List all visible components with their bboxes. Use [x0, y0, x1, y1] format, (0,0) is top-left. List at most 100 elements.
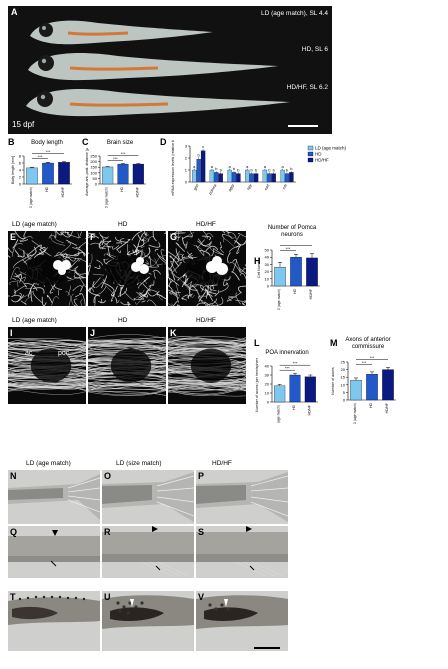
fiber [19, 236, 33, 243]
panel-r-image [102, 526, 194, 578]
fiber [89, 287, 94, 292]
fiber [103, 253, 116, 258]
scale-bar [288, 125, 318, 127]
fiber [95, 279, 104, 289]
panel-m-title: Axons of anterior commissure [345, 337, 391, 350]
arrow-icon [155, 565, 161, 571]
fiber [20, 300, 27, 305]
fiber [115, 236, 129, 243]
fiber [238, 267, 246, 274]
fiber [26, 246, 37, 257]
fiber [172, 300, 179, 306]
panel-a-age: 15 dpf [12, 120, 35, 129]
fiber [116, 248, 121, 254]
fiber [101, 245, 113, 248]
panel-d-letter: D [160, 137, 167, 147]
legend-swatch [307, 151, 314, 157]
panel-u-letter: U [104, 592, 111, 602]
fiber [101, 298, 107, 304]
fiber [136, 291, 145, 300]
bottom-header-ld-age: LD (age match) [26, 460, 71, 467]
panel-o-letter: O [104, 471, 112, 481]
panel-k-image [168, 327, 246, 404]
y-tick-label: 0 [343, 398, 346, 403]
panel-h-title: Number of Pomca neurons [267, 225, 317, 238]
axon [8, 348, 86, 355]
fiber [126, 249, 140, 255]
fiber [38, 248, 44, 255]
y-tick-label: 10 [265, 276, 270, 281]
bar [117, 163, 129, 185]
bar [245, 169, 250, 183]
y-axis-label: Number of axons [331, 367, 335, 395]
fiber [148, 242, 161, 248]
y-tick-label: 100 [90, 170, 97, 175]
x-tick-label: HD [120, 186, 124, 191]
axon [88, 383, 166, 387]
bar [58, 162, 70, 185]
bar [271, 173, 276, 183]
significance-stars: *** [362, 360, 367, 365]
fiber [18, 247, 31, 260]
fiber [231, 271, 240, 281]
fiber [133, 297, 144, 300]
arrow-icon [249, 565, 255, 571]
fiber [73, 304, 76, 306]
fiber [136, 251, 143, 258]
axon [88, 382, 166, 390]
fiber [93, 294, 98, 304]
axon [88, 341, 166, 349]
y-tick-label: 15 [341, 375, 346, 380]
neuropil-gap [190, 348, 232, 383]
bar [289, 374, 301, 403]
x-tick-label: HD [292, 404, 296, 409]
fiber [133, 244, 139, 255]
fiber [12, 239, 19, 249]
fiber [88, 232, 100, 239]
fiber [119, 286, 122, 297]
fiber [238, 243, 246, 252]
fiber [178, 278, 191, 293]
fiber [156, 293, 166, 300]
fiber [147, 290, 160, 297]
fiber [80, 299, 83, 306]
legend-label: LD (age match) [315, 146, 347, 151]
significance-stars: *** [293, 361, 298, 366]
axon [168, 391, 246, 397]
bar [304, 376, 316, 403]
panel-e-letter: E [10, 232, 17, 242]
panel-a-image [8, 6, 332, 134]
panel-a-label-hdhf: HD/HF, SL 6.2 [286, 84, 328, 91]
y-tick-label: 0 [95, 182, 98, 187]
fiber [116, 238, 131, 251]
x-tick-label: HD/HF [309, 289, 313, 299]
fiber [190, 286, 201, 299]
significance-letter: b [251, 167, 254, 172]
significance-letter: b [255, 167, 258, 172]
panel-a-letter: A [11, 7, 18, 17]
fiber [209, 284, 218, 291]
fiber [14, 231, 26, 240]
panel-v-image [196, 591, 288, 651]
x-tick-label: LD (age match) [105, 187, 109, 208]
fiber [57, 289, 60, 296]
axon [168, 385, 246, 390]
axon [88, 385, 166, 391]
x-tick-label: LD (age match) [277, 405, 281, 424]
axon [168, 341, 246, 350]
neuropil-gap [30, 348, 72, 383]
axon [8, 342, 86, 348]
axon [8, 339, 86, 350]
fiber [227, 252, 231, 264]
bar [132, 163, 144, 185]
bar [274, 385, 286, 403]
fiber [123, 291, 135, 301]
axon [88, 391, 166, 396]
fiber [197, 239, 205, 248]
y-tick-label: 250 [90, 154, 97, 159]
fiber [115, 297, 120, 303]
axon [168, 385, 246, 396]
fiber [184, 231, 195, 238]
fiber [11, 243, 23, 257]
panel-i-image [8, 327, 86, 404]
